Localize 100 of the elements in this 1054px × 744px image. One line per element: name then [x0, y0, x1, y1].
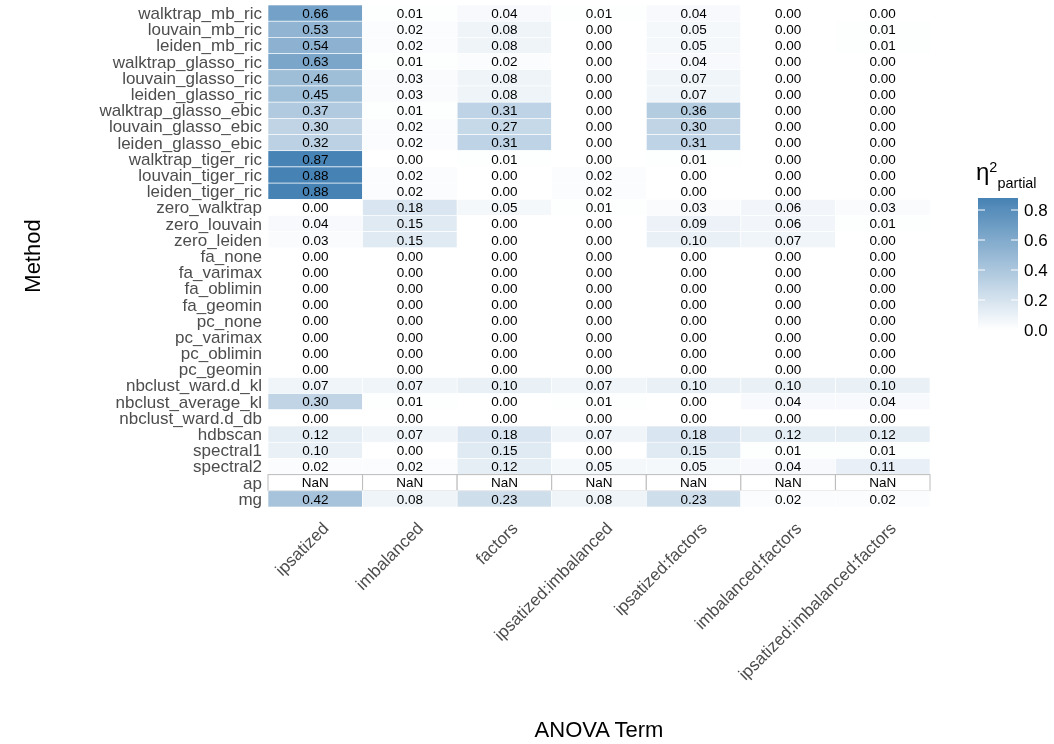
- data-label: 0.02: [585, 167, 613, 183]
- data-label: 0.00: [585, 86, 613, 102]
- data-label: 0.00: [869, 410, 896, 426]
- data-label: 0.02: [775, 491, 802, 507]
- data-label: 0.00: [869, 183, 896, 199]
- data-label: 0.00: [302, 362, 329, 378]
- data-label: 0.01: [680, 151, 707, 167]
- data-label: 0.00: [680, 264, 707, 280]
- data-label: 0.00: [396, 313, 423, 329]
- data-label: 0.01: [585, 200, 613, 216]
- data-label: 0.10: [775, 378, 802, 394]
- data-label: 0.07: [680, 86, 707, 102]
- data-label: 0.00: [775, 345, 802, 361]
- data-label: 0.00: [680, 297, 707, 313]
- x-axis-title: ANOVA Term: [534, 717, 664, 742]
- data-label: 0.00: [680, 183, 707, 199]
- data-label: 0.66: [302, 5, 329, 21]
- data-label: 0.00: [585, 151, 613, 167]
- data-label: 0.00: [491, 329, 518, 345]
- data-label: 0.23: [491, 491, 518, 507]
- data-label: 0.08: [491, 22, 518, 38]
- data-label: 0.08: [491, 70, 518, 86]
- data-label: 0.07: [396, 378, 423, 394]
- data-label: 0.00: [680, 167, 707, 183]
- data-label: 0.08: [491, 86, 518, 102]
- data-label: 0.01: [396, 54, 423, 70]
- text: NaN: [585, 475, 613, 491]
- data-label: 0.30: [302, 394, 329, 410]
- data-label: 0.00: [869, 151, 896, 167]
- data-label: 0.00: [396, 345, 423, 361]
- data-label: 0.00: [302, 281, 329, 297]
- data-label: 0.00: [585, 232, 613, 248]
- data-label: 0.00: [775, 119, 802, 135]
- data-label: 0.01: [775, 443, 802, 459]
- data-label: 0.15: [396, 232, 423, 248]
- data-label: 0.01: [396, 394, 423, 410]
- data-label: 0.02: [491, 54, 518, 70]
- data-label: 0.01: [585, 394, 613, 410]
- data-label: 0.00: [302, 264, 329, 280]
- data-label: 0.03: [396, 70, 423, 86]
- data-label: 0.00: [396, 297, 423, 313]
- data-label: 0.04: [869, 394, 897, 410]
- data-label: 0.02: [869, 491, 896, 507]
- data-label: 0.00: [585, 362, 613, 378]
- data-label: 0.00: [869, 297, 896, 313]
- data-label: 0.07: [775, 232, 802, 248]
- data-label: 0.00: [775, 329, 802, 345]
- data-label: 0.00: [680, 345, 707, 361]
- data-label: 0.02: [396, 119, 423, 135]
- data-label: 0.00: [585, 410, 613, 426]
- data-label: 0.88: [302, 183, 329, 199]
- data-label: 0.02: [396, 183, 423, 199]
- data-label: 0.00: [775, 102, 802, 118]
- data-label: 0.87: [302, 151, 329, 167]
- data-label: 0.04: [775, 394, 802, 410]
- data-label: 0.00: [775, 22, 802, 38]
- data-label: 0.00: [869, 362, 896, 378]
- data-label: 0.00: [585, 281, 613, 297]
- data-label: 0.10: [491, 378, 518, 394]
- text: NaN: [396, 475, 424, 491]
- data-label: 0.00: [491, 410, 518, 426]
- data-label: 0.01: [396, 102, 423, 118]
- data-label: 0.18: [680, 426, 707, 442]
- data-label: 0.00: [869, 329, 896, 345]
- data-label: 0.00: [775, 313, 802, 329]
- data-label: 0.00: [869, 248, 896, 264]
- data-label: 0.27: [491, 119, 518, 135]
- data-label: 0.00: [585, 329, 613, 345]
- data-label: 0.10: [680, 378, 707, 394]
- data-label: 0.10: [680, 232, 707, 248]
- data-label: 0.12: [869, 426, 896, 442]
- data-label: 0.00: [585, 135, 613, 151]
- data-label: 0.00: [585, 119, 613, 135]
- data-label: 0.00: [775, 264, 802, 280]
- data-label: 0.00: [775, 167, 802, 183]
- data-label: 0.00: [585, 443, 613, 459]
- data-label: 0.00: [680, 362, 707, 378]
- data-label: 0.63: [302, 54, 329, 70]
- data-label: 0.08: [396, 491, 423, 507]
- data-label: 0.00: [491, 167, 518, 183]
- data-label: 0.10: [869, 378, 896, 394]
- data-label: 0.23: [680, 491, 707, 507]
- data-label: 0.46: [302, 70, 329, 86]
- data-label: 0.12: [302, 426, 329, 442]
- data-label: 0.01: [396, 5, 423, 21]
- data-label: 0.00: [585, 313, 613, 329]
- data-label: 0.05: [680, 459, 707, 475]
- data-label: 0.00: [869, 135, 896, 151]
- data-label: 0.00: [491, 362, 518, 378]
- data-label: 0.15: [491, 443, 518, 459]
- data-label: 0.03: [869, 200, 896, 216]
- data-label: 0.00: [869, 70, 896, 86]
- color-bar-label: 0.8: [1024, 200, 1048, 220]
- data-label: 0.00: [302, 410, 329, 426]
- data-label: 0.00: [491, 281, 518, 297]
- text: NaN: [680, 475, 708, 491]
- data-label: 0.00: [585, 22, 613, 38]
- data-label: 0.00: [869, 86, 896, 102]
- data-label: 0.02: [396, 22, 423, 38]
- data-label: 0.04: [491, 5, 519, 21]
